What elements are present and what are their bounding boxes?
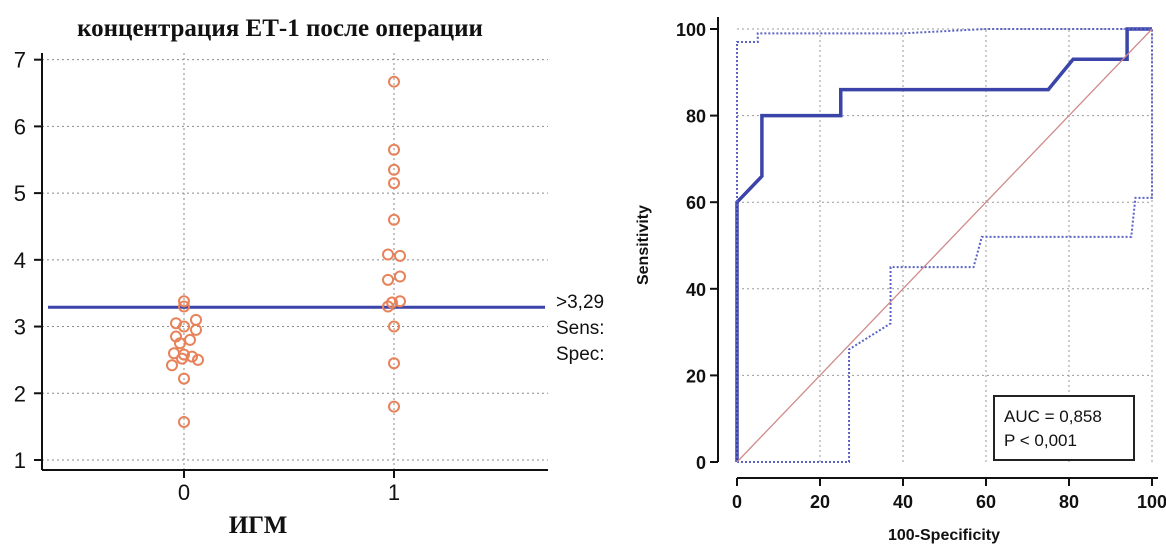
roc-x-tick-label: 40	[893, 492, 913, 512]
roc-x-axis-label: 100-Specificity	[888, 527, 1000, 544]
data-point	[178, 300, 190, 313]
scatter-y-tick-label: 1	[14, 448, 26, 473]
roc-x-tick-label: 0	[732, 492, 742, 512]
roc-x-tick-label: 60	[976, 492, 996, 512]
scatter-y-tick-label: 7	[14, 48, 26, 73]
scatter-x-axis-label: ИГМ	[229, 512, 288, 539]
roc-y-tick-label: 100	[676, 20, 706, 40]
data-point	[178, 372, 190, 385]
scatter-x-tick-label: 0	[178, 480, 190, 505]
data-point	[394, 249, 406, 262]
data-point	[190, 313, 202, 326]
scatter-y-tick-label: 4	[14, 248, 26, 273]
cutoff-side-label: Spec:	[556, 344, 605, 365]
scatter-grid	[42, 53, 548, 470]
roc-series	[735, 27, 1153, 463]
scatter-y-tick-label: 6	[14, 114, 26, 139]
reference-diagonal	[736, 28, 1153, 463]
data-point	[382, 248, 394, 261]
data-point	[184, 333, 196, 346]
scatter-y-tick-label: 3	[14, 315, 26, 340]
roc-y-tick-label: 80	[686, 107, 706, 127]
roc-y-tick-labels: 0 20 40 60 80 100	[676, 20, 718, 473]
data-point	[388, 177, 400, 190]
data-point	[174, 337, 186, 350]
data-point	[388, 213, 400, 226]
data-point	[192, 353, 204, 366]
roc-x-tick-label: 80	[1059, 492, 1079, 512]
scatter-points	[166, 75, 406, 428]
scatter-y-tick-label: 2	[14, 381, 26, 406]
roc-x-tick-label: 20	[810, 492, 830, 512]
scatter-y-tick-labels: 1 2 3 4 5 6 7	[14, 48, 42, 473]
scatter-axes	[41, 53, 548, 471]
scatter-title: концентрация ЕТ-1 после операции	[77, 15, 483, 42]
cutoff-side-label: >3,29	[556, 292, 604, 313]
data-point	[178, 320, 190, 333]
data-point	[190, 323, 202, 336]
auc-value: AUC = 0,858	[1004, 407, 1102, 426]
roc-confidence-bound	[736, 28, 1152, 462]
roc-y-axis-label: Sensitivity	[635, 205, 652, 285]
auc-annotation-box: AUC = 0,858 P < 0,001	[993, 395, 1135, 461]
data-point	[388, 163, 400, 176]
cutoff-side-label: Sens:	[556, 318, 605, 339]
data-point	[382, 300, 394, 313]
roc-x-tick-labels: 0 20 40 60 80 100	[732, 478, 1166, 512]
roc-y-tick-label: 20	[686, 366, 706, 386]
roc-axes	[717, 17, 1158, 479]
roc-confidence-bound	[737, 29, 1153, 463]
roc-y-tick-label: 0	[696, 453, 706, 473]
data-point	[388, 75, 400, 88]
data-point	[176, 352, 188, 365]
scatter-x-tick-label: 1	[388, 480, 400, 505]
data-point	[388, 400, 400, 413]
roc-y-tick-label: 40	[686, 280, 706, 300]
data-point	[394, 270, 406, 283]
roc-panel: 0 20 40 60 80 100 0 20 40 60 80 100 Sensitivity 10…	[635, 17, 1166, 544]
roc-grid	[737, 28, 1153, 462]
auc-box-frame	[993, 395, 1135, 461]
p-value: P < 0,001	[1004, 431, 1077, 450]
data-point	[382, 273, 394, 286]
data-point	[178, 415, 190, 428]
data-point	[388, 357, 400, 370]
data-point	[388, 320, 400, 333]
scatter-y-tick-label: 5	[14, 181, 26, 206]
data-point	[166, 359, 178, 372]
data-point	[178, 295, 190, 308]
roc-x-tick-label: 100	[1137, 492, 1166, 512]
data-point	[394, 295, 406, 308]
scatter-panel: концентрация ЕТ-1 после операции 1 2 3 4 5 6 7…	[14, 15, 605, 539]
data-point	[388, 143, 400, 156]
roc-y-tick-label: 60	[686, 193, 706, 213]
cutoff-side-labels: >3,29 Sens: Spec:	[556, 292, 605, 365]
